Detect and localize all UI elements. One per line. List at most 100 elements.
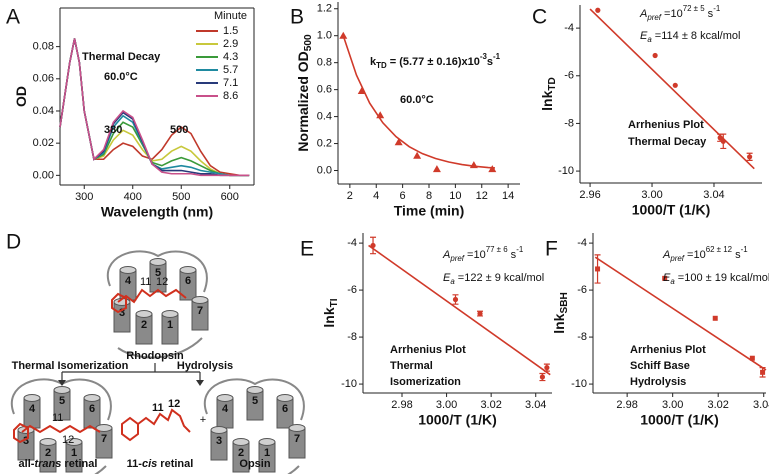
helix-top (53, 386, 71, 394)
text-part: Thermal (390, 360, 433, 372)
annotation: Arrhenius Plot (630, 344, 706, 356)
x-tick-label: 2 (347, 190, 353, 202)
text-part: = (5.77 ± 0.16)x10 (387, 56, 480, 68)
legend-label: 5.7 (223, 64, 238, 76)
point (432, 165, 441, 173)
point (760, 369, 766, 375)
helix-number: 3 (23, 435, 29, 447)
loop (203, 378, 305, 474)
text-part: A (662, 249, 670, 261)
x-axis-label: 1000/T (1/K) (418, 412, 497, 428)
y-axis-label: lnkTD (539, 77, 558, 111)
annotation: 60.0°C (400, 94, 434, 106)
y-tick-label: 0.04 (33, 105, 54, 117)
text-part: =10 (684, 249, 706, 261)
retinal-number: 11 (52, 412, 63, 424)
text-part: E (640, 30, 648, 42)
helix-number: 7 (101, 433, 107, 445)
annotation: Thermal Decay (82, 51, 161, 63)
x-tick-label: 14 (502, 190, 514, 202)
helix-top (95, 424, 113, 432)
annotation: 380 (104, 124, 122, 136)
text-part: 500 (303, 34, 314, 51)
helix-number: 3 (119, 307, 125, 319)
x-tick-label: 2.98 (616, 399, 637, 411)
annotation: Apref =1077 ± 6 s-1 (442, 245, 524, 263)
x-tick-label: 3.04 (703, 189, 724, 201)
y-tick-label: -10 (341, 378, 357, 390)
text-part: E (663, 272, 671, 284)
helix-number: 4 (125, 275, 132, 287)
text-part: 500 (170, 124, 188, 136)
annotation: Ea =100 ± 19 kcal/mol (663, 272, 769, 286)
annotation: kTD = (5.77 ± 0.16)x10-3s-1 (370, 52, 501, 70)
y-tick-label: 0.0 (317, 164, 332, 176)
text-part: pref (449, 254, 464, 263)
point (747, 154, 753, 160)
annotation: Ea =122 ± 9 kcal/mol (443, 272, 544, 286)
helix-number: 1 (264, 447, 270, 459)
arrow-head (58, 380, 204, 386)
retinal-ring (111, 292, 127, 314)
y-tick-label: -10 (558, 165, 574, 177)
text-part: 72 ± 5 (683, 4, 706, 13)
annotation: 500 (170, 124, 188, 136)
branch-label: Thermal Isomerization (12, 360, 129, 372)
text-part: a (450, 277, 455, 286)
product-label: all-trans retinal (19, 458, 98, 470)
x-tick-label: 600 (221, 191, 239, 203)
x-tick-label: 300 (75, 191, 93, 203)
text-part: 11- (127, 458, 143, 470)
y-tick-label: -8 (577, 331, 587, 343)
retinal (21, 424, 101, 434)
text-part: Schiff Base (630, 360, 690, 372)
text-part: s (732, 249, 741, 261)
text-part: 60.0°C (400, 94, 434, 106)
legend-label: 8.6 (223, 90, 238, 102)
point (394, 138, 403, 146)
y-tick-label: -6 (347, 284, 357, 296)
annotation: Ea =114 ± 8 kcal/mol (640, 30, 740, 44)
text-part: s (705, 8, 714, 20)
text-part: TI (329, 298, 340, 307)
helix-number: 6 (89, 403, 95, 415)
helix-top (276, 394, 294, 402)
annotation: Apref =1062 ± 12 s-1 (662, 245, 748, 263)
y-tick-label: 1.2 (317, 3, 332, 15)
series-line (589, 8, 755, 170)
text-part: OD (13, 86, 29, 107)
point (544, 365, 550, 371)
legend-label: 4.3 (223, 51, 238, 63)
retinal-number: 12 (156, 276, 168, 288)
text-part: Hydrolysis (630, 376, 686, 388)
x-tick-label: 400 (124, 191, 142, 203)
series-line (594, 256, 767, 371)
point (672, 82, 678, 88)
x-tick-label: 3.00 (662, 399, 683, 411)
annotation: Hydrolysis (630, 376, 686, 388)
annotation: Arrhenius Plot (628, 119, 704, 131)
x-axis-label: Wavelength (nm) (101, 204, 213, 220)
y-tick-label: -8 (564, 117, 574, 129)
panel-letter: E (300, 238, 314, 261)
x-tick-label: 2.96 (579, 189, 600, 201)
text-part: 77 ± 6 (486, 245, 509, 254)
x-tick-label: 2.98 (391, 399, 412, 411)
point (539, 374, 546, 380)
text-part: -1 (493, 52, 501, 61)
point (595, 266, 601, 272)
x-axis-label: Time (min) (394, 203, 465, 219)
legend-title: Minute (214, 10, 247, 22)
text-part: Thermal Decay (82, 51, 161, 63)
helix-top (65, 438, 83, 446)
panel-letter: C (532, 6, 547, 29)
helix-number: 6 (282, 403, 288, 415)
helix-top (210, 426, 228, 434)
text-part: -1 (741, 245, 749, 254)
text-part: =122 ± 9 kcal/mol (455, 272, 545, 284)
text-part: A (442, 249, 450, 261)
y-axis-label: Normalized OD500 (295, 34, 314, 152)
y-axis-label: lnkTI (321, 298, 340, 327)
product-label: Opsin (239, 458, 270, 470)
text-part: trans (34, 458, 61, 470)
